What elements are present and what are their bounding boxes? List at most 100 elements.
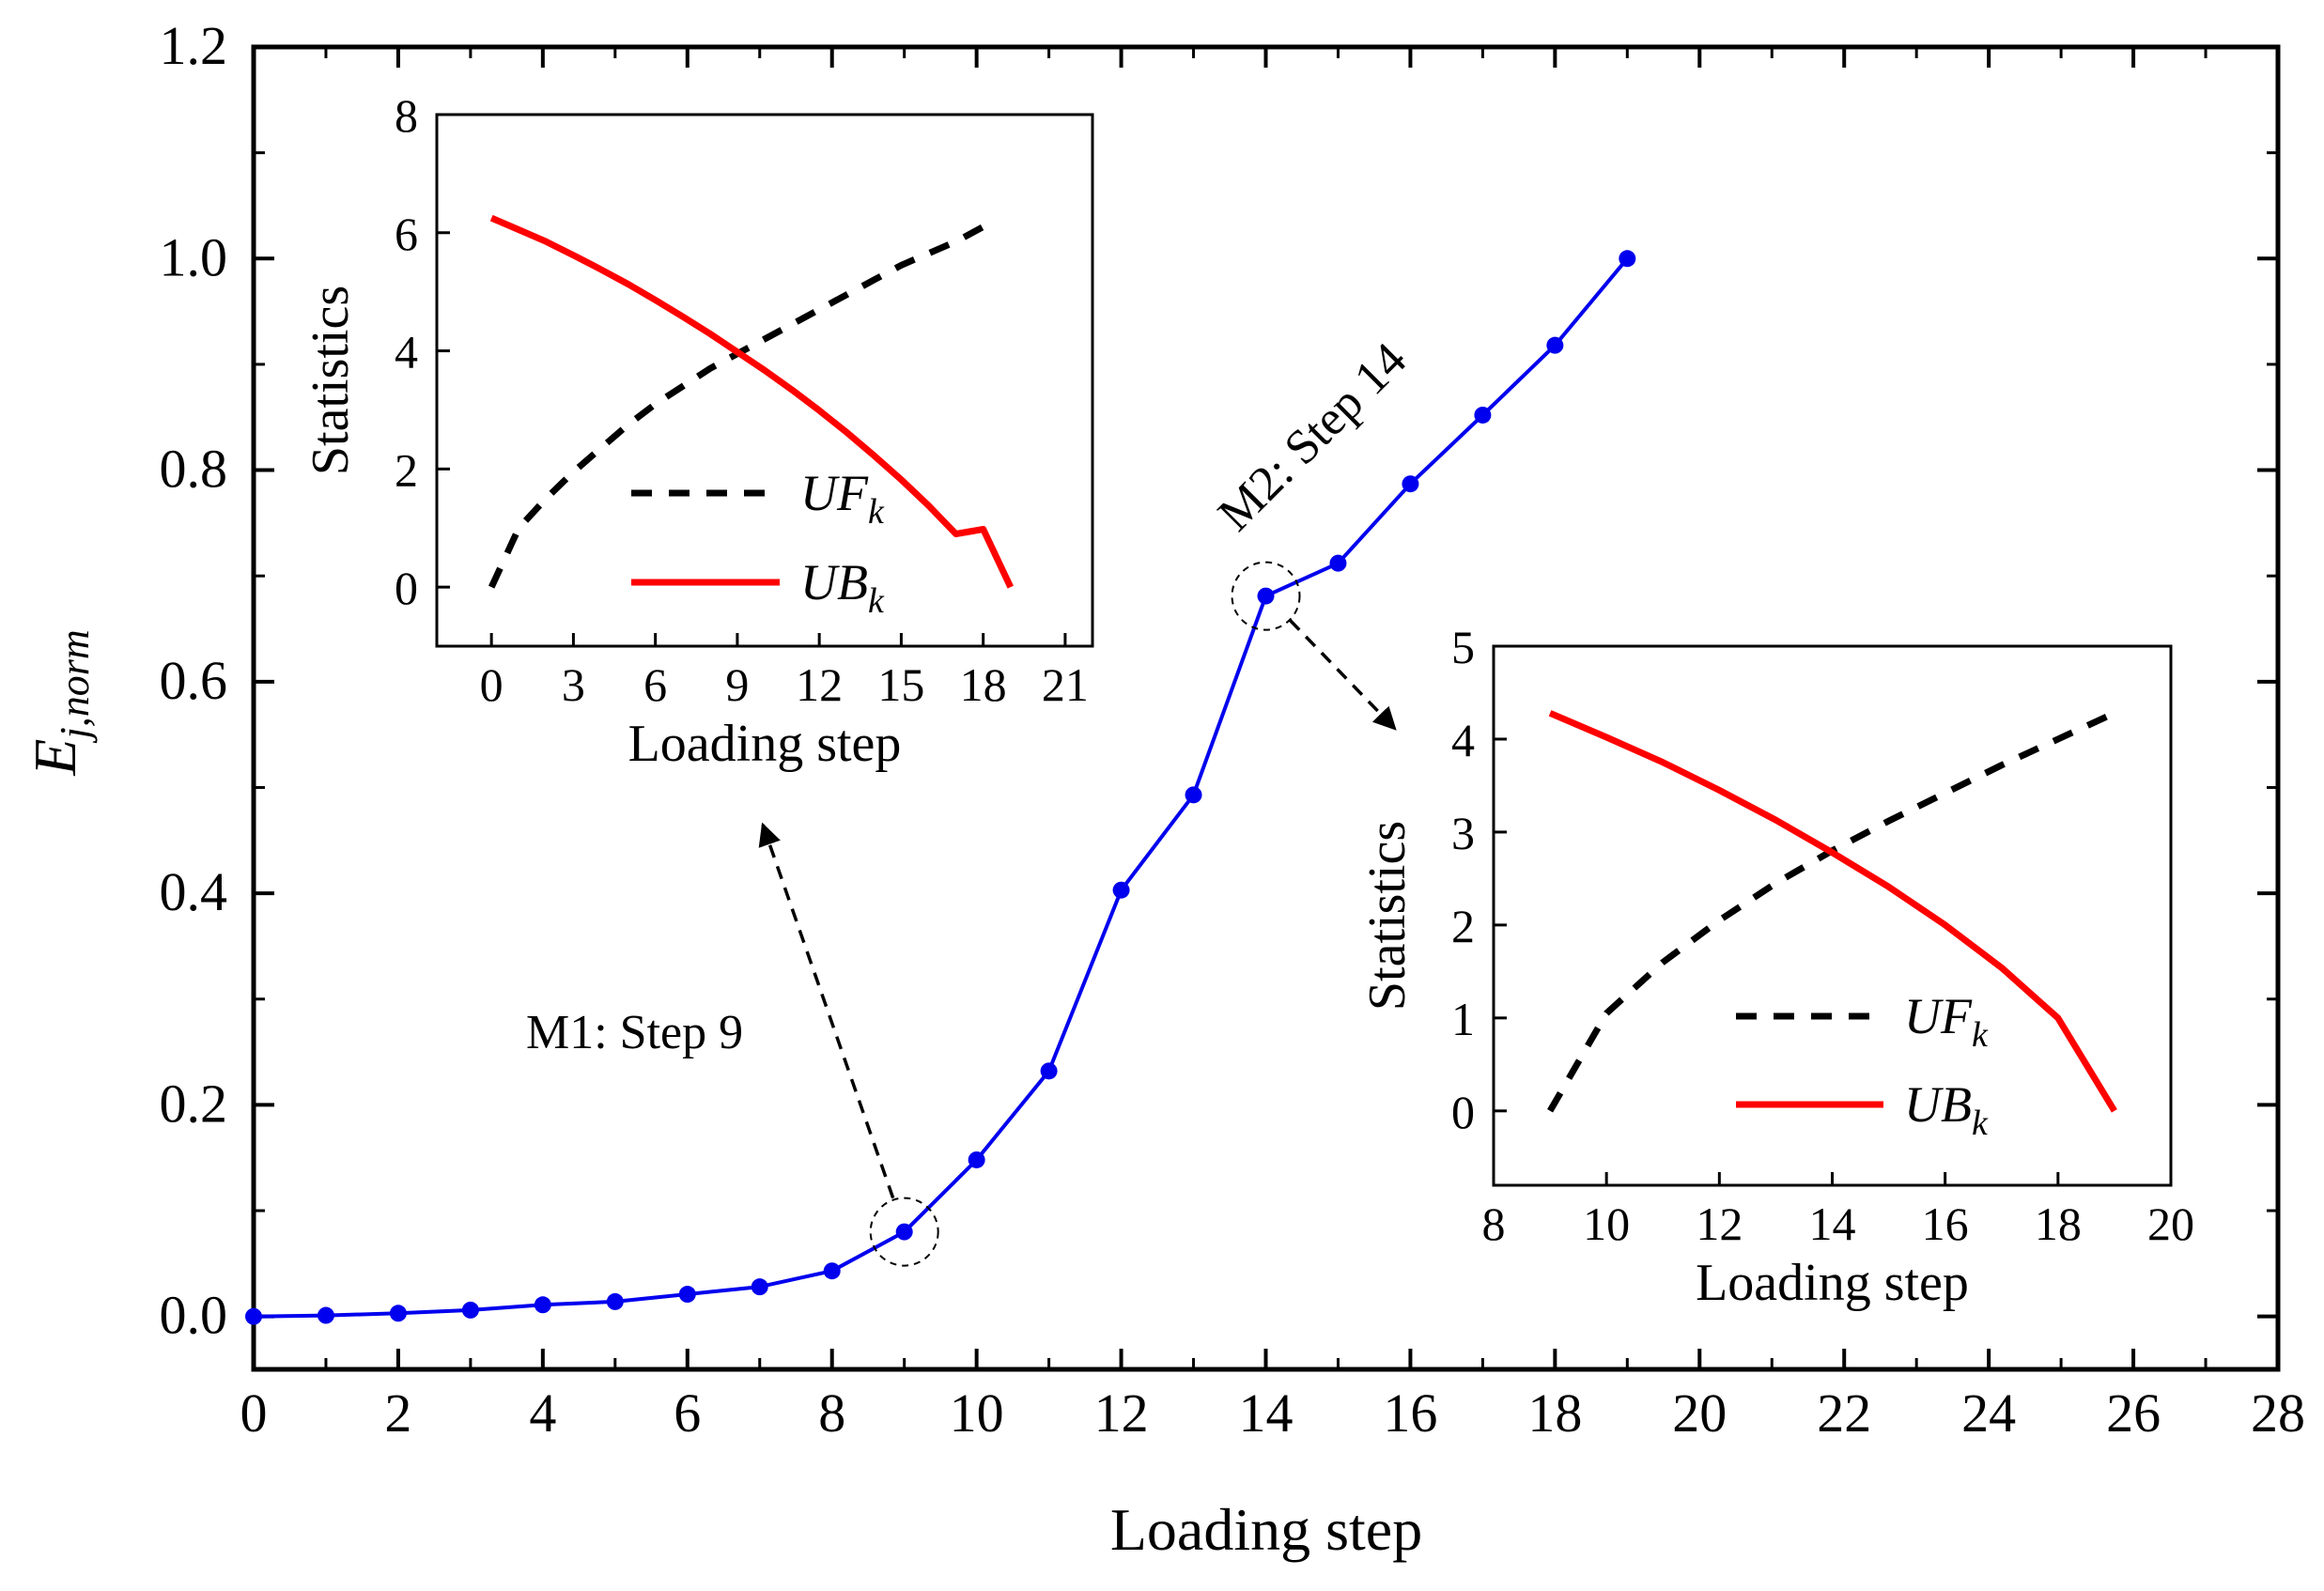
inset2-y-tick-label: 0 <box>1451 1086 1475 1138</box>
main-x-tick-label: 24 <box>1961 1382 2016 1444</box>
main-x-tick-label: 22 <box>1817 1382 1871 1444</box>
main-y-tick-label: 0.8 <box>160 439 228 500</box>
inset2-x-tick-label: 12 <box>1696 1197 1743 1250</box>
main-data-point <box>1329 554 1347 572</box>
legend-subscript: k <box>1972 1015 1989 1055</box>
inset2-y-tick-label: 4 <box>1451 714 1475 766</box>
inset1-x-axis-label: Loading step <box>628 715 902 773</box>
main-y-axis-label-sub-text: j,norm <box>52 629 98 743</box>
inset1-x-tick-label: 0 <box>480 658 504 711</box>
main-y-tick-label: 0.6 <box>160 650 228 711</box>
inset2-y-axis-label: Statistics <box>1358 821 1417 1011</box>
main-series-e-j-norm-line <box>253 257 1629 1319</box>
inset1-legend-label-ub: UBk <box>800 554 885 621</box>
main-data-point <box>534 1296 551 1314</box>
inset1-y-tick-label: 4 <box>395 326 418 378</box>
m2-arrow <box>1289 619 1397 731</box>
main-x-tick-label: 10 <box>950 1382 1004 1444</box>
inset1-series-ub-line <box>489 214 1014 589</box>
main-y-axis-label: Ej,norm <box>22 629 98 776</box>
main-y-tick-label: 0.4 <box>160 861 228 922</box>
main-y-axis-label-sub: j,norm <box>52 629 98 743</box>
main-data-point <box>1257 587 1275 605</box>
inset1-y-tick-label: 2 <box>395 443 418 496</box>
main-x-tick-label: 6 <box>674 1382 701 1444</box>
inset1-series-uf-line <box>488 224 985 589</box>
main-x-tick-label: 4 <box>529 1382 556 1444</box>
legend-subscript: k <box>868 581 885 621</box>
main-y-tick-label: 1.0 <box>160 226 228 287</box>
inset1-y-tick-label: 6 <box>395 208 418 260</box>
inset2-y-tick-label: 1 <box>1451 993 1475 1045</box>
main-data-point <box>1474 406 1492 424</box>
main-data-point <box>1619 250 1636 268</box>
main-x-tick-label: 16 <box>1383 1382 1437 1444</box>
inset2-x-axis-label: Loading step <box>1696 1254 1969 1312</box>
inset2-y-tick-label: 3 <box>1451 807 1475 859</box>
inset2-x-tick-label: 10 <box>1583 1197 1630 1250</box>
main-data-point <box>968 1151 985 1168</box>
main-x-axis-label: Loading step <box>1110 1496 1422 1563</box>
main-data-point <box>751 1278 768 1296</box>
main-x-tick-label: 8 <box>818 1382 845 1444</box>
m1-arrow <box>758 822 895 1199</box>
main-x-tick-label: 20 <box>1672 1382 1727 1444</box>
legend-name: UB <box>800 554 868 610</box>
m1-marker-circle <box>869 1197 939 1267</box>
main-data-point <box>1546 336 1564 354</box>
inset1-x-tick-label: 3 <box>562 658 585 711</box>
inset2-y-tick-label: 2 <box>1451 900 1475 952</box>
inset1-x-tick-label: 15 <box>877 658 924 711</box>
main-x-tick-label: 26 <box>2106 1382 2161 1444</box>
main-x-tick-label: 14 <box>1239 1382 1294 1444</box>
inset1-y-axis-label: Statistics <box>302 286 360 475</box>
legend-name: UF <box>800 465 869 521</box>
inset1-x-tick-label: 12 <box>796 658 843 711</box>
main-data-point <box>1185 786 1202 804</box>
inset2-series-ub-line <box>1548 710 2117 1113</box>
inset2-y-tick-label: 5 <box>1451 621 1475 673</box>
inset1-x-tick-label: 9 <box>725 658 749 711</box>
inset2-legend-label-uf: UFk <box>1904 988 1989 1055</box>
inset1-x-tick-label: 18 <box>960 658 1007 711</box>
inset2-x-tick-label: 14 <box>1809 1197 1856 1250</box>
main-x-tick-label: 28 <box>2251 1382 2305 1444</box>
main-y-tick-label: 0.0 <box>160 1285 228 1346</box>
inset1-x-tick-label: 21 <box>1042 658 1089 711</box>
inset2-series-uf-line <box>1547 710 2116 1113</box>
main-data-point <box>1112 881 1130 899</box>
inset2-x-tick-label: 8 <box>1482 1197 1506 1250</box>
inset1-legend-label-uf: UFk <box>800 465 885 532</box>
legend-subscript: k <box>1972 1104 1989 1143</box>
main-y-tick-label: 0.2 <box>160 1073 228 1134</box>
main-data-point <box>606 1292 624 1310</box>
main-data-point <box>245 1307 262 1325</box>
main-x-tick-label: 18 <box>1527 1382 1582 1444</box>
main-data-point <box>1040 1062 1058 1080</box>
inset2-x-tick-label: 16 <box>1922 1197 1969 1250</box>
main-data-point <box>1402 475 1419 493</box>
inset2-x-tick-label: 18 <box>2035 1197 2082 1250</box>
legend-subscript: k <box>868 492 885 532</box>
inset1-y-tick-label: 8 <box>395 89 418 142</box>
main-x-tick-label: 0 <box>240 1382 268 1444</box>
main-data-point <box>389 1305 407 1322</box>
inset1-plot-frame <box>435 113 1094 648</box>
legend-name: UF <box>1904 988 1973 1044</box>
inset2-x-tick-label: 20 <box>2147 1197 2194 1250</box>
main-data-point <box>678 1286 696 1304</box>
inset1-y-tick-label: 0 <box>395 562 418 614</box>
m1-annotation-label: M1: Step 9 <box>526 1006 743 1059</box>
main-data-point <box>461 1301 479 1319</box>
legend-name: UB <box>1904 1076 1972 1133</box>
main-data-point <box>317 1306 334 1324</box>
main-data-point <box>823 1262 841 1280</box>
main-x-tick-label: 2 <box>384 1382 411 1444</box>
main-y-axis-label-main: E <box>22 739 88 777</box>
main-y-tick-label: 1.2 <box>160 15 228 76</box>
main-data-point <box>895 1223 913 1241</box>
main-x-tick-label: 12 <box>1094 1382 1149 1444</box>
inset1-x-tick-label: 6 <box>643 658 667 711</box>
